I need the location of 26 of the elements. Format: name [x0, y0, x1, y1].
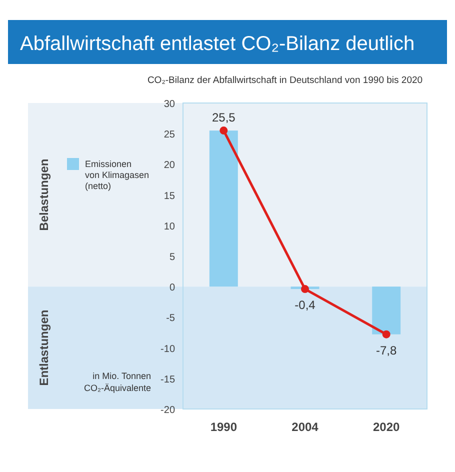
y-tick-label: 25	[164, 130, 176, 141]
chart-subtitle: CO₂-Bilanz der Abfallwirtschaft in Deutschland von 1990 bis 2020	[147, 75, 423, 86]
y-tick-label: -10	[160, 344, 176, 355]
y-tick-label: -15	[160, 374, 176, 386]
data-label: 25,5	[212, 110, 236, 125]
y-tick-label: 20	[164, 160, 176, 172]
y-tick-label: 5	[169, 252, 176, 263]
y-tick-label: -5	[166, 313, 176, 324]
data-label: -7,8	[376, 343, 397, 358]
data-label: -0,4	[294, 298, 316, 312]
x-tick-label: 2004	[292, 420, 319, 434]
y-tick-label: 15	[164, 190, 176, 202]
chart-title: Abfallwirtschaft entlastet CO₂-Bilanz deutlich	[20, 33, 415, 55]
y-tick-label: 0	[169, 282, 176, 294]
x-tick-label: 1990	[210, 420, 238, 434]
band-label: Belastungen	[37, 158, 51, 231]
point	[220, 126, 228, 135]
point	[301, 285, 309, 294]
legend-label: Emissionen von Klimagasen (netto)	[85, 159, 150, 191]
band-label: Entlastungen	[37, 310, 51, 386]
x-tick-label: 2020	[372, 420, 400, 434]
y-tick-label: -20	[160, 405, 176, 416]
y-tick-label: 10	[164, 221, 176, 232]
y-axis-title: in Mio. Tonnen CO₂-Äquivalente	[84, 371, 151, 393]
y-tick-label: 30	[164, 99, 176, 110]
point	[382, 330, 390, 338]
